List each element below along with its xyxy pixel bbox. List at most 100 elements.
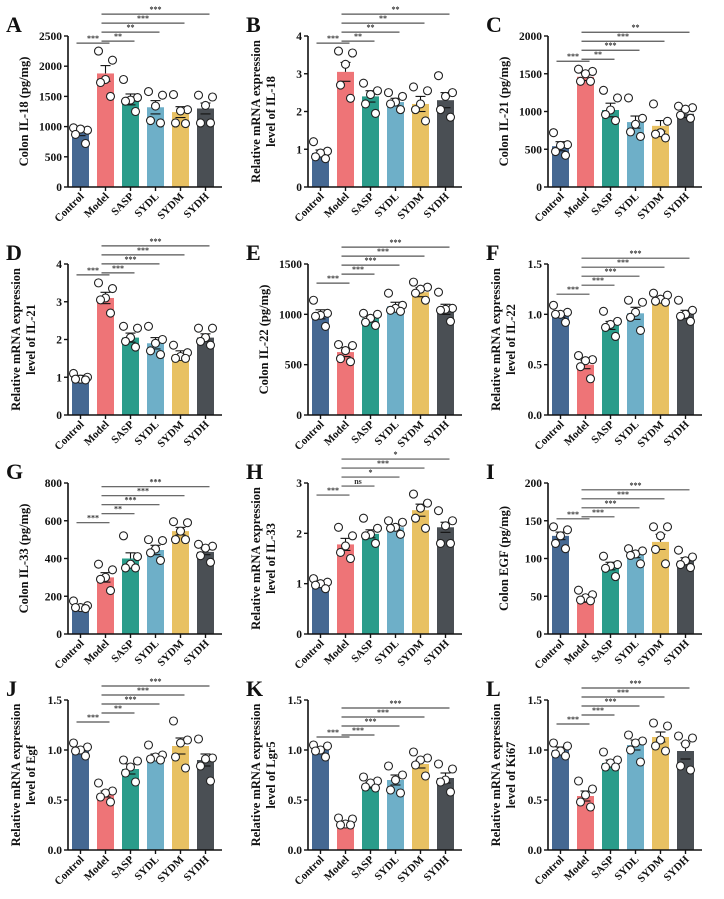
data-point	[70, 129, 81, 140]
y-tick-label: 0	[296, 629, 302, 641]
significance-bracket: **	[101, 505, 135, 515]
significance-label: **	[127, 23, 135, 32]
y-tick-label: 1000	[519, 107, 542, 119]
y-tick-label: 0	[56, 629, 62, 641]
significance-bracket: **	[101, 32, 135, 42]
y-tick-label: 1.5	[528, 695, 543, 707]
significance-label: ***	[150, 478, 162, 487]
data-point	[193, 323, 204, 333]
significance-bracket: ***	[341, 708, 425, 718]
data-point	[433, 71, 444, 81]
significance-label: **	[367, 23, 375, 32]
significance-label: ***	[87, 266, 99, 275]
data-point	[420, 295, 431, 305]
significance-bracket: ***	[581, 688, 665, 698]
panel-letter: A	[6, 12, 22, 37]
x-tick-label: SASP	[589, 853, 617, 881]
data-point	[635, 131, 646, 141]
x-tick-label: Control	[532, 419, 566, 453]
significance-label: ***	[327, 34, 339, 43]
significance-label: ***	[617, 688, 629, 697]
y-axis-label: Colon IL-18 (pg/mg)	[17, 57, 31, 167]
data-point	[182, 518, 193, 528]
significance-label: ***	[630, 249, 642, 258]
data-point	[130, 342, 141, 352]
data-point	[655, 735, 666, 745]
panel-letter: H	[246, 459, 263, 484]
significance-bracket: ***	[316, 34, 350, 44]
data-point	[673, 545, 684, 555]
data-point	[637, 113, 648, 123]
y-tick-label: 0	[296, 182, 302, 194]
significance-bracket: ***	[101, 695, 160, 705]
significance-label: **	[114, 32, 122, 41]
data-point	[340, 59, 351, 69]
data-point	[180, 119, 191, 129]
data-point	[170, 118, 181, 128]
x-tick-label: SASP	[109, 637, 137, 665]
data-point	[675, 311, 686, 321]
y-axis-label: Relative mRNA expression	[9, 704, 23, 847]
data-point	[130, 563, 141, 573]
data-point	[383, 516, 394, 526]
data-point	[685, 765, 696, 775]
bar	[387, 306, 404, 415]
significance-bracket: ***	[101, 686, 185, 696]
significance-label: ***	[630, 481, 642, 490]
x-tick-label: SASP	[349, 853, 377, 881]
bar	[122, 769, 139, 850]
data-point	[93, 46, 104, 56]
bar	[312, 583, 329, 634]
data-point	[155, 350, 166, 360]
data-point	[623, 295, 634, 305]
y-tick-label: 2000	[39, 61, 62, 73]
data-point	[340, 541, 351, 551]
bar	[602, 763, 619, 850]
data-point	[598, 747, 609, 757]
data-point	[360, 99, 371, 109]
significance-label: ***	[137, 686, 149, 695]
x-tick-label: Control	[292, 638, 326, 672]
panel-j: J Relative mRNA expression level of Egf 0.0…	[6, 676, 222, 888]
y-tick-label: 500	[45, 152, 63, 164]
data-point	[637, 297, 648, 307]
x-tick-label: SASP	[109, 418, 137, 446]
data-point	[118, 321, 129, 331]
data-point	[333, 522, 344, 532]
bar	[577, 364, 594, 415]
data-point	[560, 150, 571, 160]
y-tick-label: 600	[45, 516, 63, 528]
data-point	[433, 759, 444, 769]
data-point	[650, 296, 661, 306]
significance-label: ***	[125, 695, 137, 704]
significance-bracket: ***	[316, 486, 350, 496]
data-point	[93, 278, 104, 288]
data-point	[80, 138, 91, 149]
data-point	[635, 559, 646, 569]
significance-bracket: ***	[581, 481, 690, 491]
data-point	[675, 559, 686, 570]
bar	[362, 96, 379, 187]
bar	[412, 764, 429, 850]
significance-bracket: *	[341, 450, 450, 460]
data-point	[408, 82, 419, 92]
data-point	[205, 340, 216, 350]
significance-label: ***	[567, 285, 579, 294]
significance-bracket: ***	[581, 490, 665, 500]
x-tick-label: SYDH	[182, 853, 212, 883]
data-point	[660, 297, 671, 307]
y-axis-label: Colon IL-21 (pg/mg)	[497, 57, 511, 167]
data-point	[347, 340, 358, 351]
data-point	[150, 338, 161, 348]
data-point	[648, 288, 659, 298]
data-point	[610, 762, 621, 772]
significance-label: ***	[377, 247, 389, 256]
data-point	[395, 105, 406, 115]
significance-bracket: ***	[341, 726, 375, 736]
data-point	[435, 777, 446, 787]
significance-bracket: ***	[101, 496, 160, 506]
data-point	[155, 118, 166, 128]
data-point	[397, 517, 408, 527]
bar	[172, 531, 189, 634]
data-point	[155, 755, 166, 765]
